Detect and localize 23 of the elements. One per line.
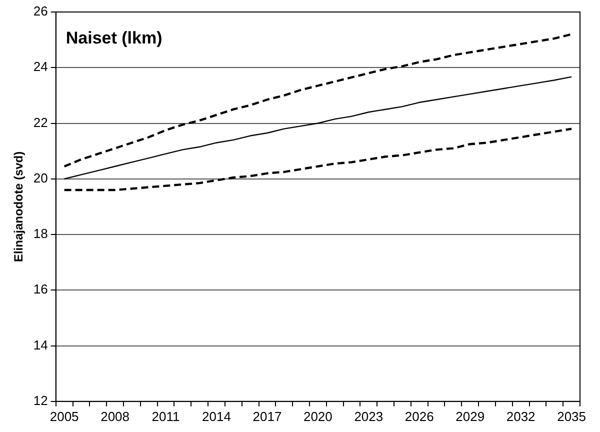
y-tick-label: 12 <box>33 392 48 408</box>
y-tick-label: 18 <box>33 226 48 242</box>
x-tick-label: 2014 <box>202 408 231 424</box>
y-tick-label: 16 <box>33 282 48 297</box>
x-tick-label: 2032 <box>506 408 536 424</box>
x-tick-label: 2023 <box>354 408 384 424</box>
y-axis-title: Elinajanodote (svd) <box>12 151 26 262</box>
x-tick-label: 2005 <box>50 408 79 424</box>
y-tick-label: 26 <box>33 4 48 19</box>
y-tick-label: 22 <box>33 114 48 130</box>
x-tick-label: 2008 <box>100 408 130 424</box>
y-tick-label: 24 <box>33 59 48 74</box>
y-tick-label: 14 <box>33 337 48 352</box>
y-tick-label: 20 <box>33 170 48 186</box>
x-tick-label: 2029 <box>456 408 485 424</box>
x-tick-label: 2026 <box>404 408 434 424</box>
text: Naiset (lkm) <box>66 28 162 48</box>
x-tick-label: 2035 <box>557 408 586 424</box>
line-series <box>63 128 573 192</box>
line-series <box>63 33 573 168</box>
x-tick-label: 2017 <box>252 408 282 424</box>
x-tick-label: 2011 <box>152 408 180 424</box>
x-tick-label: 2020 <box>303 408 332 424</box>
